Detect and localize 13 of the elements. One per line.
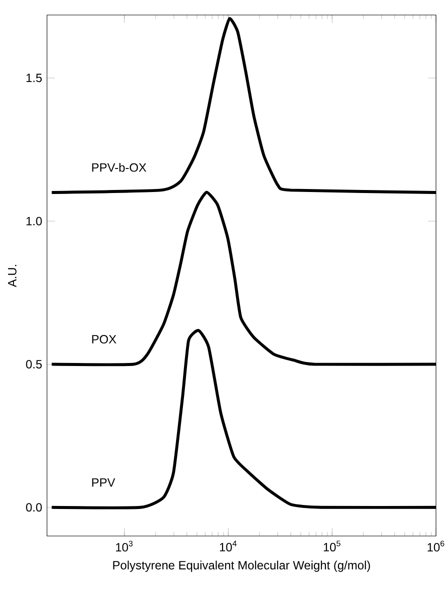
series-label: PPV-b-OX bbox=[92, 162, 146, 172]
y-tick-label: 0.0 bbox=[26, 503, 42, 512]
y-tick-label: 1.5 bbox=[26, 74, 42, 82]
series-label: PPV bbox=[92, 478, 116, 487]
y-tick-label: 1.0 bbox=[26, 216, 42, 226]
y-axis-title: A.U. bbox=[8, 264, 16, 288]
x-axis-title: Polystyrene Equivalent Molecular Weight (g/mol) bbox=[113, 560, 370, 572]
series-label: POX bbox=[92, 335, 116, 344]
x-tick-label: 10$^{4}$ bbox=[220, 540, 237, 552]
x-tick-label: 10$^{3}$ bbox=[116, 540, 133, 552]
x-tick-label: 10$^{6}$ bbox=[428, 540, 444, 552]
x-tick-label: 10$^{5}$ bbox=[324, 540, 340, 552]
y-tick-label: 0.5 bbox=[26, 360, 42, 368]
